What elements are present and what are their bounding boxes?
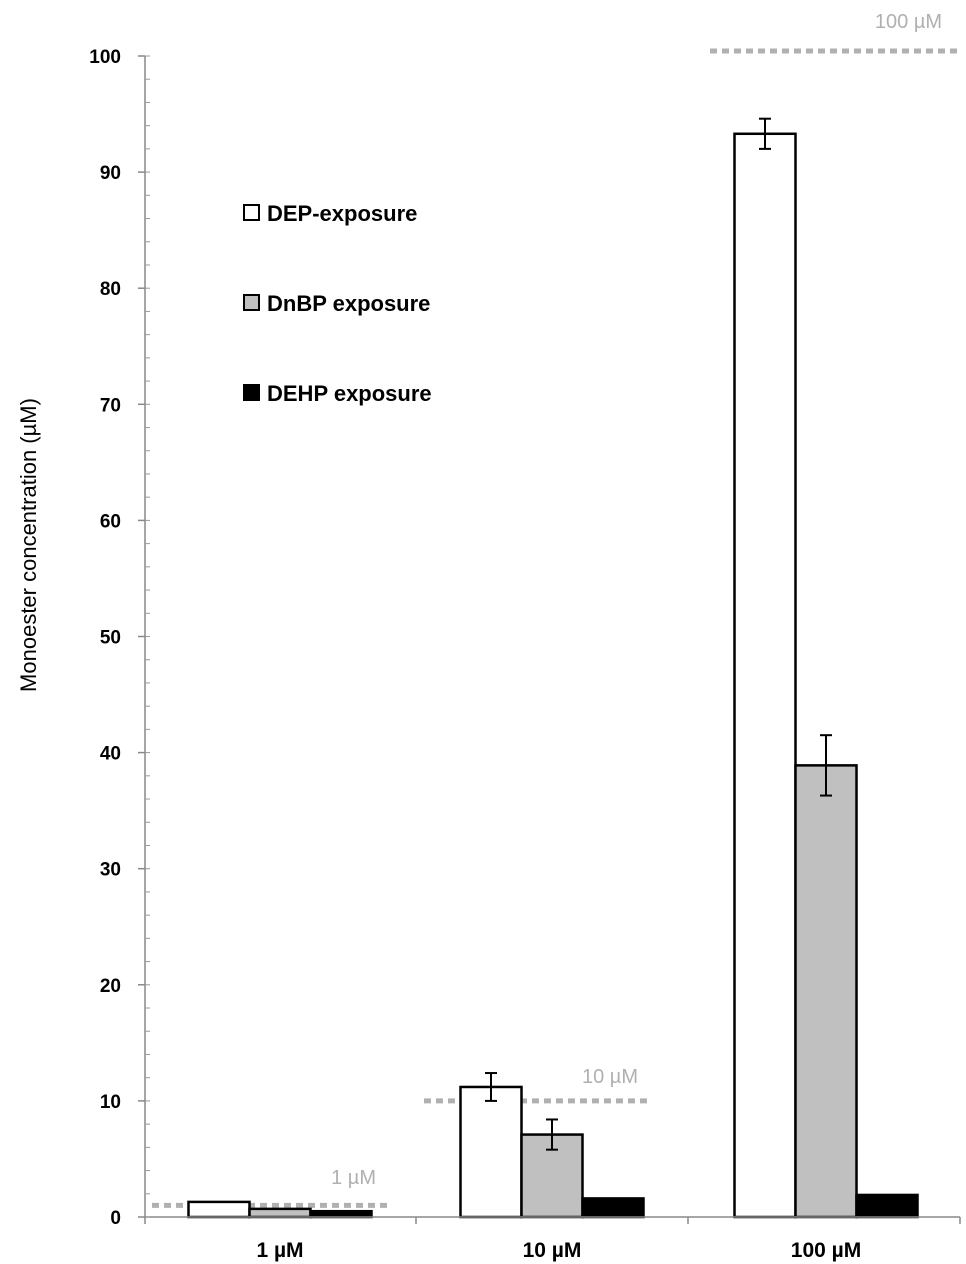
y-tick-label: 70 bbox=[100, 395, 121, 416]
y-tick-label: 10 bbox=[100, 1092, 121, 1113]
legend-label: DEP-exposure bbox=[267, 201, 417, 226]
legend-label: DEHP exposure bbox=[267, 381, 432, 406]
bar bbox=[248, 1207, 312, 1219]
bar bbox=[187, 1200, 251, 1219]
y-tick-label: 0 bbox=[110, 1208, 121, 1229]
legend-swatch bbox=[243, 204, 260, 221]
x-tick-label: 1 µM bbox=[256, 1239, 303, 1262]
y-axis-title: Monoester concentration (µM) bbox=[16, 398, 41, 692]
y-tick-label: 20 bbox=[100, 976, 121, 997]
bar bbox=[733, 132, 797, 1219]
y-tick-label: 60 bbox=[100, 511, 121, 532]
bar bbox=[581, 1197, 645, 1219]
y-tick-label: 50 bbox=[100, 628, 121, 649]
reference-line-label: 1 µM bbox=[331, 1167, 376, 1189]
bar bbox=[459, 1085, 523, 1219]
bar bbox=[309, 1209, 373, 1219]
bar bbox=[794, 764, 858, 1219]
reference-line-label: 10 µM bbox=[582, 1066, 638, 1088]
y-tick-label: 40 bbox=[100, 744, 121, 765]
y-tick-label: 30 bbox=[100, 860, 121, 881]
legend-label: DnBP exposure bbox=[267, 291, 430, 316]
y-tick-label: 80 bbox=[100, 279, 121, 300]
legend-swatch bbox=[243, 384, 260, 401]
bar bbox=[855, 1193, 919, 1219]
reference-line-label: 100 µM bbox=[875, 11, 942, 33]
x-tick-label: 10 µM bbox=[523, 1239, 582, 1262]
x-tick-label: 100 µM bbox=[791, 1239, 861, 1262]
y-tick-label: 100 bbox=[89, 47, 121, 68]
y-tick-label: 90 bbox=[100, 163, 121, 184]
legend-swatch bbox=[243, 294, 260, 311]
